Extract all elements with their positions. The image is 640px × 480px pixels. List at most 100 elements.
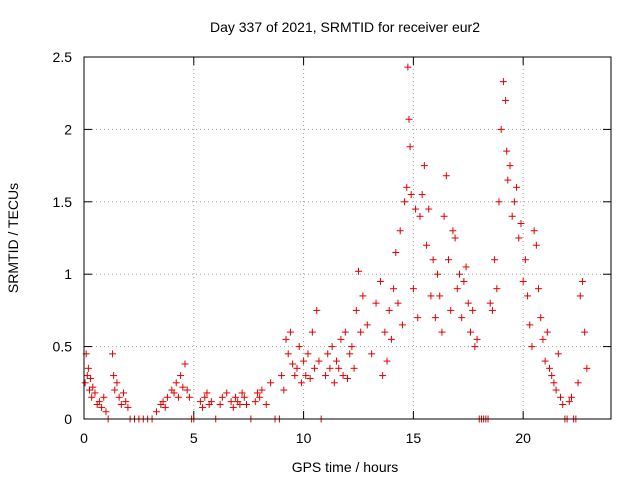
data-point: [429, 256, 437, 264]
data-point: [578, 277, 586, 285]
data-point: [552, 386, 560, 394]
data-point: [256, 393, 264, 401]
data-point: [88, 393, 96, 401]
data-point: [227, 398, 235, 406]
data-point: [174, 393, 182, 401]
plot-frame: [83, 56, 612, 420]
data-point: [404, 63, 412, 71]
data-point: [229, 403, 237, 411]
data-point: [236, 401, 244, 409]
data-point: [394, 299, 402, 307]
data-point: [81, 379, 89, 387]
data-point: [537, 314, 545, 322]
data-point: [406, 143, 414, 151]
data-point: [286, 328, 294, 336]
data-point: [87, 374, 95, 382]
data-point: [504, 176, 512, 184]
data-point: [515, 234, 523, 242]
data-point: [196, 398, 204, 406]
data-point: [352, 306, 360, 314]
data-point: [387, 335, 395, 343]
data-point: [499, 78, 507, 86]
data-point: [170, 389, 178, 397]
data-point: [348, 343, 356, 351]
data-point: [100, 393, 108, 401]
data-point: [434, 270, 442, 278]
data-point: [278, 372, 286, 380]
data-point: [392, 248, 400, 256]
data-point: [240, 393, 248, 401]
data-point: [469, 306, 477, 314]
data-point: [258, 386, 266, 394]
data-point: [455, 270, 463, 278]
data-point: [379, 372, 387, 380]
data-point: [115, 393, 123, 401]
data-point: [510, 198, 518, 206]
data-point: [333, 357, 341, 365]
data-point: [113, 379, 121, 387]
data-point: [163, 393, 171, 401]
x-tick-label: 15: [406, 430, 422, 446]
data-point: [201, 393, 209, 401]
data-point: [535, 285, 543, 293]
chart-title: Day 337 of 2021, SRMTID for receiver eur…: [210, 19, 480, 35]
data-point: [576, 292, 584, 300]
data-point: [453, 285, 461, 293]
data-point: [326, 364, 334, 372]
data-point: [416, 212, 424, 220]
x-tick-label: 0: [80, 430, 88, 446]
data-point: [179, 383, 187, 391]
data-point: [473, 335, 481, 343]
data-point: [493, 285, 501, 293]
data-point: [581, 328, 589, 336]
data-point: [503, 147, 511, 155]
x-tick-labels: 0 5 10 15 20: [80, 430, 531, 446]
data-point: [526, 321, 534, 329]
data-point: [401, 198, 409, 206]
data-point: [91, 389, 99, 397]
data-point: [530, 227, 538, 235]
data-point: [122, 398, 130, 406]
data-point: [445, 256, 453, 264]
data-point: [543, 328, 551, 336]
data-point: [84, 364, 92, 372]
data-points: [81, 63, 591, 423]
x-axis-label: GPS time / hours: [292, 459, 399, 475]
data-point: [161, 403, 169, 411]
data-point: [519, 277, 527, 285]
data-point: [185, 393, 193, 401]
data-point: [89, 383, 97, 391]
data-point: [462, 263, 470, 271]
y-axis-label: SRMTID / TECUs: [5, 183, 21, 293]
data-point: [306, 374, 314, 382]
data-point: [385, 306, 393, 314]
data-point: [322, 372, 330, 380]
data-point: [423, 241, 431, 249]
data-point: [550, 379, 558, 387]
data-point: [223, 389, 231, 397]
data-point: [502, 96, 510, 104]
data-point: [311, 364, 319, 372]
data-point: [403, 183, 411, 191]
data-point: [109, 350, 117, 358]
data-point: [341, 328, 349, 336]
y-tick-label: 0.5: [53, 339, 73, 355]
data-point: [506, 162, 514, 170]
data-point: [172, 379, 180, 387]
data-point: [308, 328, 316, 336]
data-point: [124, 403, 132, 411]
data-point: [409, 285, 417, 293]
data-point: [313, 306, 321, 314]
data-point: [556, 393, 564, 401]
data-point: [420, 162, 428, 170]
data-point: [412, 205, 420, 213]
y-tick-label: 1: [64, 266, 72, 282]
data-point: [427, 292, 435, 300]
data-point: [363, 321, 371, 329]
data-point: [546, 364, 554, 372]
data-point: [405, 115, 413, 123]
data-point: [466, 328, 474, 336]
data-point: [583, 364, 591, 372]
